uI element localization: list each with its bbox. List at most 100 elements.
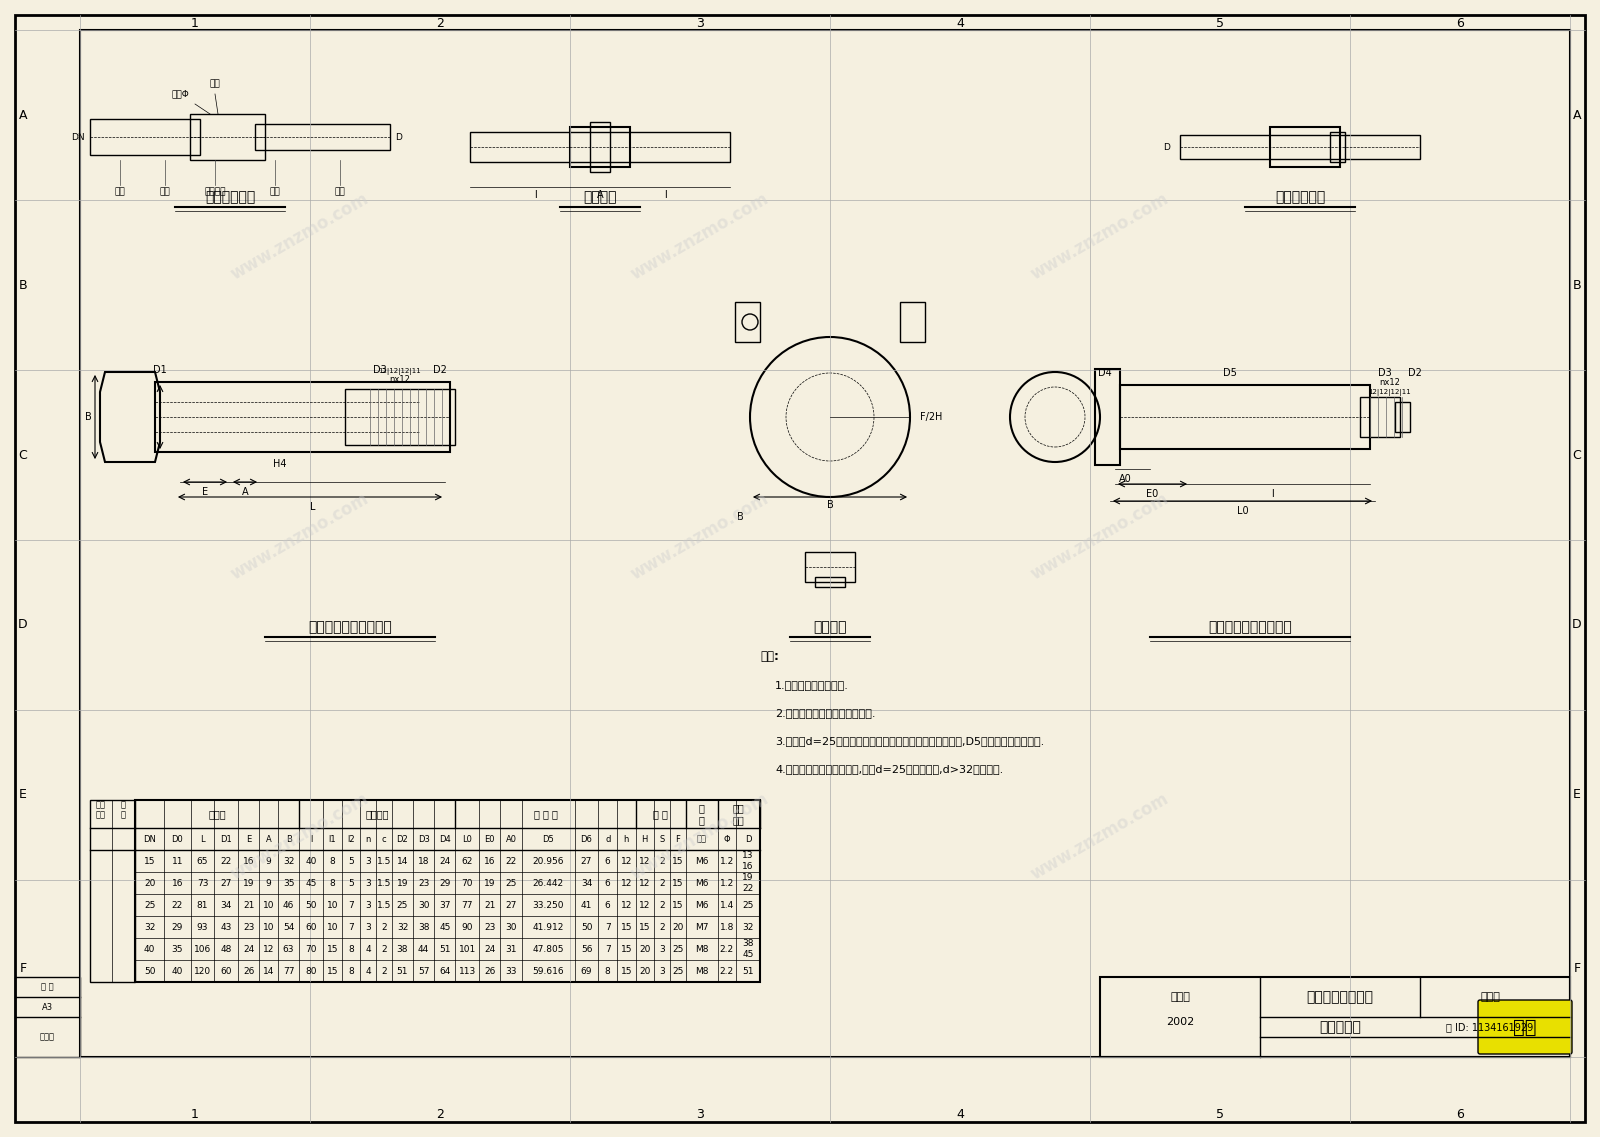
Text: B: B — [286, 835, 291, 844]
Text: 46: 46 — [283, 901, 294, 910]
Text: 37: 37 — [438, 901, 451, 910]
Text: 30: 30 — [506, 922, 517, 931]
Text: S: S — [659, 835, 664, 844]
Text: www.znzmo.com: www.znzmo.com — [227, 790, 373, 883]
Text: 26.442: 26.442 — [533, 879, 563, 888]
Text: www.znzmo.com: www.znzmo.com — [627, 790, 773, 883]
Text: 60: 60 — [221, 966, 232, 976]
Text: 卡 箍: 卡 箍 — [653, 810, 669, 819]
Text: 5: 5 — [347, 879, 354, 888]
Text: 3.帽接式d=25以内与有螺纹口的水管连接时需用铜质接口,D5应与本水管螺纹相配.: 3.帽接式d=25以内与有螺纹口的水管连接时需用铜质接口,D5应与本水管螺纹相配… — [774, 736, 1045, 746]
Text: E: E — [19, 788, 27, 802]
Bar — [1360, 397, 1400, 437]
Text: www.znzmo.com: www.znzmo.com — [1027, 490, 1173, 584]
Text: A: A — [19, 108, 27, 122]
Bar — [346, 389, 454, 445]
Text: d: d — [605, 835, 611, 844]
Text: 12: 12 — [638, 856, 651, 865]
Bar — [901, 302, 925, 342]
Text: 管箍: 管箍 — [160, 188, 170, 197]
Text: 20.956: 20.956 — [533, 856, 563, 865]
Text: 25: 25 — [397, 901, 408, 910]
Text: 25: 25 — [672, 945, 683, 954]
Text: l: l — [664, 190, 666, 200]
Text: 19: 19 — [485, 879, 496, 888]
Bar — [590, 122, 610, 172]
Text: 10: 10 — [262, 901, 275, 910]
Text: A: A — [597, 190, 603, 200]
Text: 40: 40 — [306, 856, 317, 865]
Text: 丝扣接头图: 丝扣接头图 — [1318, 1020, 1362, 1034]
Text: 3: 3 — [365, 856, 371, 865]
Bar — [814, 576, 845, 587]
Text: 3: 3 — [365, 901, 371, 910]
Text: 7: 7 — [347, 901, 354, 910]
Text: 23: 23 — [418, 879, 429, 888]
Text: H4: H4 — [274, 459, 286, 468]
Text: F: F — [19, 962, 27, 976]
Text: 35: 35 — [171, 945, 182, 954]
Text: 4: 4 — [365, 966, 371, 976]
Text: 胶管与金属管连接: 胶管与金属管连接 — [1307, 990, 1373, 1004]
Text: 43: 43 — [221, 922, 232, 931]
Text: 2: 2 — [437, 17, 443, 30]
Bar — [1181, 135, 1421, 159]
Text: 33.250: 33.250 — [533, 901, 563, 910]
Text: 34: 34 — [581, 879, 592, 888]
Bar — [1094, 370, 1120, 465]
Text: L0: L0 — [462, 835, 472, 844]
Text: 65: 65 — [197, 856, 208, 865]
Text: 16: 16 — [243, 856, 254, 865]
Text: 24: 24 — [485, 945, 496, 954]
Text: 螺栓: 螺栓 — [696, 835, 707, 844]
Text: D1: D1 — [154, 365, 166, 375]
Text: 44: 44 — [418, 945, 429, 954]
Text: l1: l1 — [328, 835, 336, 844]
Text: 12: 12 — [621, 856, 632, 865]
Text: 15: 15 — [672, 879, 683, 888]
Text: 41.912: 41.912 — [533, 922, 563, 931]
Text: www.znzmo.com: www.znzmo.com — [1027, 790, 1173, 883]
Text: 25: 25 — [742, 901, 754, 910]
Text: l2: l2 — [347, 835, 355, 844]
FancyBboxPatch shape — [1478, 1001, 1571, 1054]
Text: D: D — [395, 133, 402, 141]
Text: M8: M8 — [694, 966, 709, 976]
Text: 会签栏: 会签栏 — [40, 1032, 54, 1041]
Text: 15: 15 — [621, 922, 632, 931]
Text: 4.胶管紧固可用钢丝或卡箍,卡箍d=25内可用螺栓,d>32用双螺栓.: 4.胶管紧固可用钢丝或卡箍,卡箍d=25内可用螺栓,d>32用双螺栓. — [774, 764, 1003, 774]
Text: 8: 8 — [605, 966, 611, 976]
Bar — [14, 977, 80, 1057]
Text: 25: 25 — [144, 901, 155, 910]
Text: 70: 70 — [306, 945, 317, 954]
Text: C: C — [19, 448, 27, 462]
Text: 26: 26 — [485, 966, 496, 976]
Bar — [90, 800, 134, 982]
Text: 1.2: 1.2 — [720, 856, 734, 865]
Text: 54: 54 — [283, 922, 294, 931]
Text: 胶管: 胶管 — [334, 188, 346, 197]
Text: 35: 35 — [283, 879, 294, 888]
Text: 7: 7 — [605, 945, 611, 954]
Text: 90: 90 — [462, 922, 474, 931]
Text: 21: 21 — [243, 901, 254, 910]
Text: 1.8: 1.8 — [720, 922, 734, 931]
Text: D5: D5 — [1222, 368, 1237, 377]
Text: 25: 25 — [506, 879, 517, 888]
Text: 2: 2 — [381, 945, 387, 954]
Text: 27: 27 — [506, 901, 517, 910]
Text: 19: 19 — [397, 879, 408, 888]
Text: 26: 26 — [243, 966, 254, 976]
Text: 外接头: 外接头 — [208, 810, 226, 819]
Text: D4: D4 — [438, 835, 451, 844]
Text: 15: 15 — [326, 945, 338, 954]
Bar — [470, 132, 730, 161]
Text: 120: 120 — [194, 966, 211, 976]
Text: nx12: nx12 — [389, 374, 411, 383]
Text: D2: D2 — [434, 365, 446, 375]
Text: 22: 22 — [171, 901, 182, 910]
Text: 20: 20 — [672, 922, 683, 931]
Text: 2.接头材料可用铜质或熟铁制作.: 2.接头材料可用铜质或熟铁制作. — [774, 708, 875, 717]
Text: 113: 113 — [459, 966, 475, 976]
Text: 27: 27 — [221, 879, 232, 888]
